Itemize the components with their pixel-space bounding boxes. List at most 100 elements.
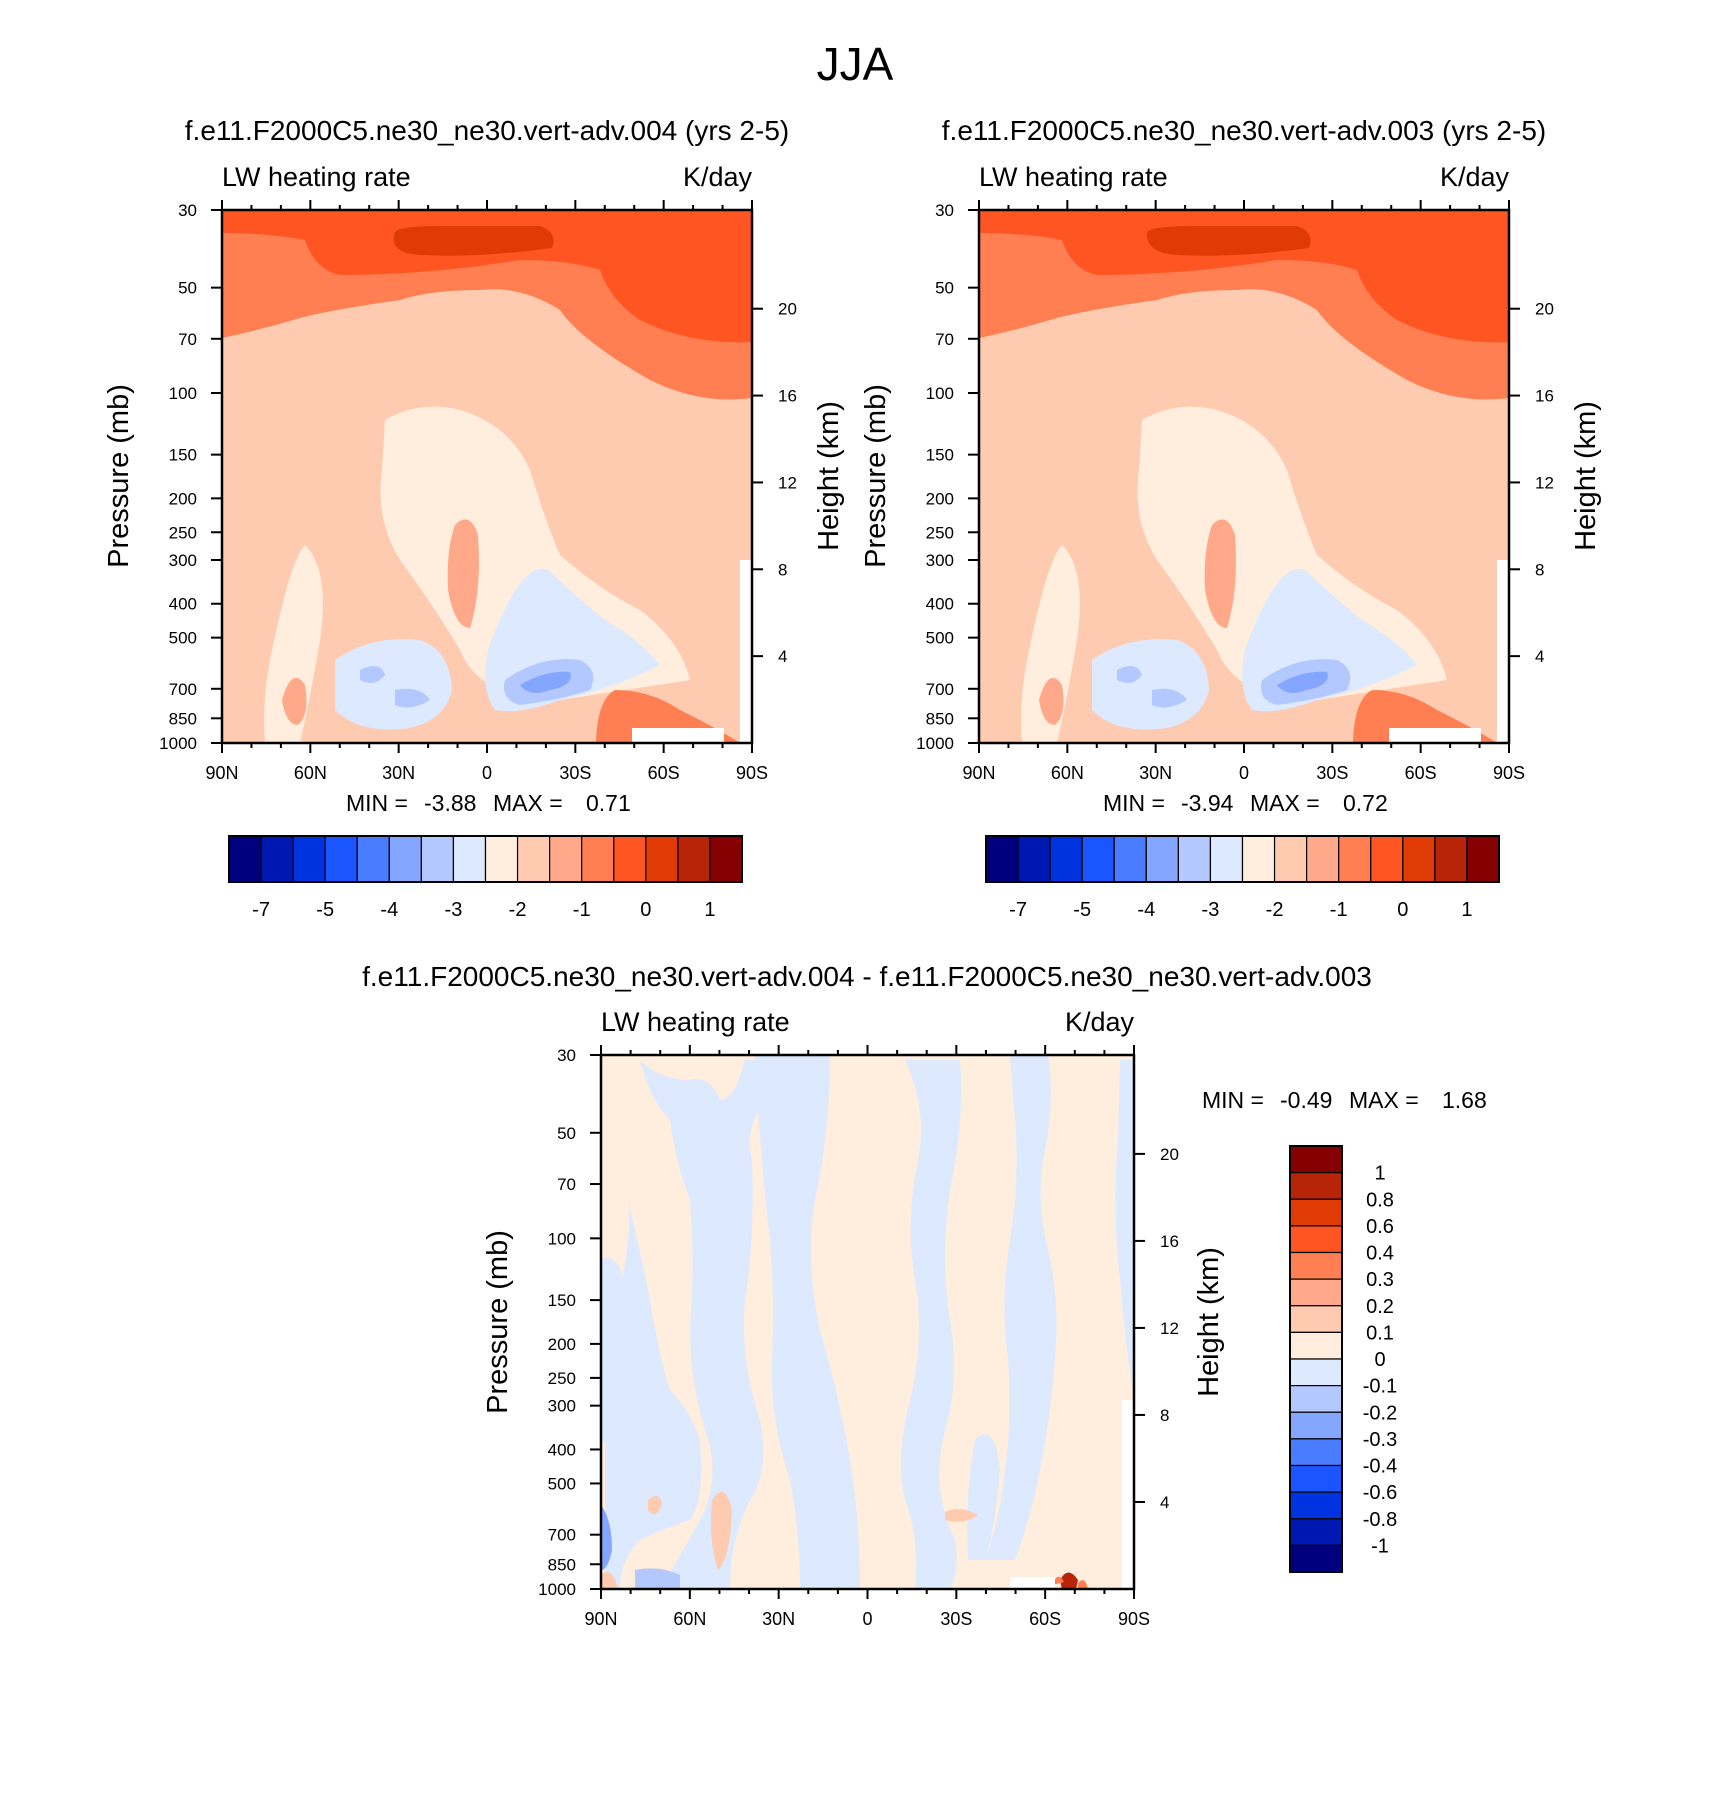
- stats-max-value: 0.72: [1343, 790, 1388, 816]
- lower-cool-region-2: [1092, 639, 1209, 730]
- colorbar-label: 0.2: [1366, 1296, 1394, 1318]
- lat-tick-label: 90N: [205, 763, 238, 783]
- colorbar-swatch: [1289, 1491, 1343, 1520]
- colorbar-label: -5: [316, 899, 334, 921]
- colorbar-swatch: [549, 835, 583, 883]
- lat-tick-label: 90S: [736, 763, 768, 783]
- pressure-tick-label: 100: [548, 1229, 576, 1248]
- stats-min-label: MIN =: [1103, 790, 1165, 816]
- stats-min-label: MIN =: [346, 790, 408, 816]
- colorbar-swatch: [1289, 1172, 1343, 1200]
- colorbar-label: -0.3: [1363, 1429, 1397, 1451]
- panel-2-title: f.e11.F2000C5.ne30_ne30.vert-adv.003 (yr…: [942, 115, 1546, 146]
- height-tick-label: 4: [778, 647, 787, 666]
- warm-spot-4: [601, 1572, 618, 1589]
- lat-tick-label: 60N: [1051, 763, 1084, 783]
- colorbar-label: 0.1: [1366, 1322, 1394, 1344]
- near-surface-warm-west: [282, 677, 307, 725]
- height-tick-label: 20: [1160, 1145, 1179, 1164]
- colorbar-label: 1: [1461, 899, 1472, 921]
- upper-strong-band: [979, 210, 1509, 343]
- colorbar-swatch: [1434, 835, 1468, 883]
- stats-min-label: MIN =: [1202, 1087, 1264, 1113]
- height-tick-label: 16: [778, 387, 797, 406]
- warm-spot-1: [710, 1492, 732, 1570]
- lat-tick-label: 90N: [962, 763, 995, 783]
- colorbar-swatch: [709, 835, 743, 883]
- pressure-tick-label: 1000: [916, 734, 954, 753]
- lat-tick-label: 30S: [940, 1609, 972, 1629]
- pressure-tick-label: 700: [548, 1526, 576, 1545]
- upper-strong-band: [222, 210, 752, 343]
- stats-min-value: -3.94: [1181, 790, 1234, 816]
- figure-title: JJA: [817, 38, 894, 90]
- colorbar-label: -7: [1009, 899, 1027, 921]
- colorbar-swatch: [228, 835, 262, 883]
- tropopause-core: [393, 226, 554, 256]
- colorbar-label: -0.2: [1363, 1402, 1397, 1424]
- panel-2-right-label: K/day: [1440, 162, 1510, 192]
- pressure-tick-label: 1000: [538, 1580, 576, 1599]
- cool-band-1: [605, 1200, 702, 1589]
- lat-tick-label: 60N: [673, 1609, 706, 1629]
- colorbar-swatch: [484, 835, 519, 883]
- cool-band-3: [640, 1060, 792, 1589]
- height-tick-label: 4: [1160, 1493, 1169, 1512]
- colorbar-outline: [228, 835, 743, 883]
- stats-max-value: 0.71: [586, 790, 631, 816]
- panel-1-axes: 30 50 70 100 150 200 250 300 400 500 700 850 1000 20 1…: [159, 200, 797, 783]
- pressure-tick-label: 300: [926, 551, 954, 570]
- height-tick-label: 4: [1535, 647, 1544, 666]
- pressure-tick-label: 200: [548, 1335, 576, 1354]
- lat-tick-label: 30N: [762, 1609, 795, 1629]
- colorbar-label: 1: [704, 899, 715, 921]
- pressure-tick-label: 1000: [159, 734, 197, 753]
- lat-tick-label: 30S: [559, 763, 591, 783]
- panel-1-ylabel2: Height (km): [813, 401, 845, 551]
- panel-1: f.e11.F2000C5.ne30_ne30.vert-adv.004 (yr…: [103, 115, 845, 921]
- colorbar-label: -3: [1202, 899, 1220, 921]
- pressure-tick-label: 850: [548, 1555, 576, 1574]
- cool-spot-2: [635, 1568, 680, 1589]
- colorbar-label: 0: [1397, 899, 1408, 921]
- height-tick-label: 8: [1160, 1406, 1169, 1425]
- pressure-tick-label: 100: [169, 384, 197, 403]
- colorbar-swatch: [1289, 1278, 1343, 1307]
- east-missing-strip: [1497, 560, 1509, 743]
- panel-2-ylabel2: Height (km): [1570, 401, 1602, 551]
- panel-2-colorbar: -7 -5 -4 -3 -2 -1 0 1: [985, 835, 1500, 921]
- colorbar-swatch: [613, 835, 647, 883]
- colorbar-label: -1: [573, 899, 591, 921]
- pressure-tick-label: 700: [169, 680, 197, 699]
- lower-cooling-west: [1117, 666, 1187, 708]
- colorbar-label: -3: [445, 899, 463, 921]
- panel-3-title: f.e11.F2000C5.ne30_ne30.vert-adv.004 - f…: [362, 961, 1372, 992]
- pressure-tick-label: 30: [557, 1046, 576, 1065]
- colorbar-outline: [985, 835, 1500, 883]
- colorbar-swatch: [985, 835, 1019, 883]
- lower-cooling-west: [360, 666, 430, 708]
- lat-tick-label: 0: [862, 1609, 872, 1629]
- colorbar-swatch: [1370, 835, 1404, 883]
- pressure-tick-label: 70: [935, 330, 954, 349]
- stats-max-label: MAX =: [1250, 790, 1320, 816]
- colorbar-swatch: [452, 835, 487, 883]
- east-missing-strip: [740, 560, 752, 743]
- lat-tick-label: 90N: [584, 1609, 617, 1629]
- pressure-tick-label: 400: [926, 595, 954, 614]
- colorbar-swatch: [1177, 835, 1212, 883]
- panel-1-title: f.e11.F2000C5.ne30_ne30.vert-adv.004 (yr…: [185, 115, 789, 146]
- colorbar-swatch: [420, 835, 455, 883]
- cool-band-8: [967, 1434, 1000, 1560]
- pressure-tick-label: 850: [169, 709, 197, 728]
- colorbar-swatch: [1241, 835, 1276, 883]
- surface-missing-area: [632, 728, 724, 743]
- pressure-tick-label: 30: [178, 201, 197, 220]
- pressure-tick-label: 50: [178, 279, 197, 298]
- surface-missing-area: [1389, 728, 1481, 743]
- pressure-tick-label: 500: [926, 629, 954, 648]
- colorbar-swatch: [1289, 1518, 1343, 1546]
- lat-tick-label: 60S: [648, 763, 680, 783]
- pressure-tick-label: 200: [926, 489, 954, 508]
